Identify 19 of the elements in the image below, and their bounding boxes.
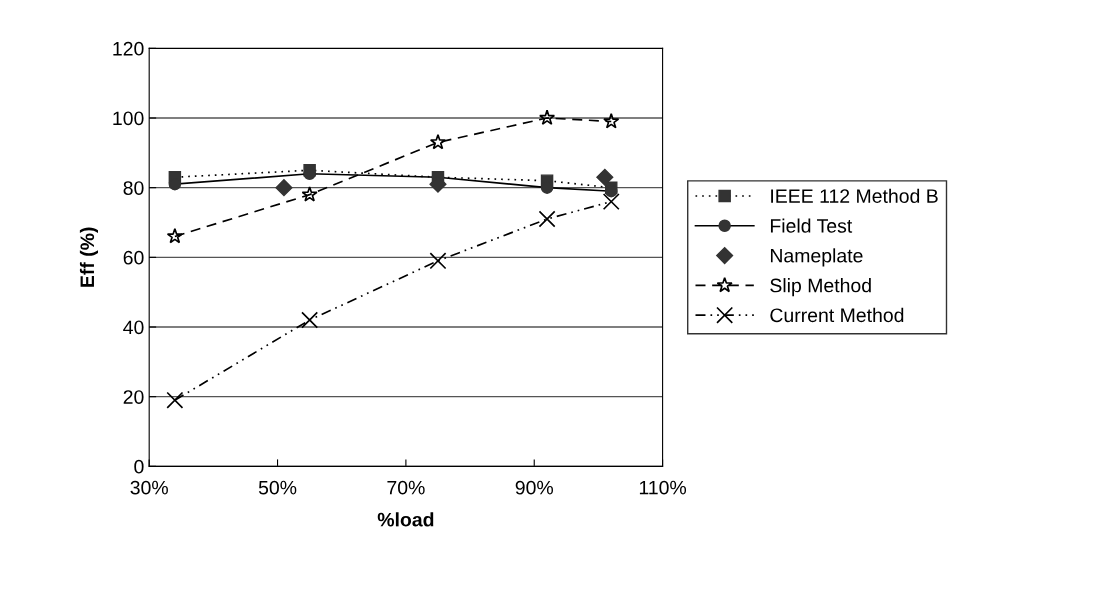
legend-label: Nameplate bbox=[770, 248, 863, 267]
x-tick-label: 30% bbox=[130, 480, 168, 495]
x-axis-title: %load bbox=[377, 512, 434, 527]
y-tick-label: 80 bbox=[123, 181, 144, 195]
y-axis-title: Eff (%) bbox=[79, 227, 98, 287]
y-tick-label: 100 bbox=[113, 111, 144, 126]
x-tick-label: 110% bbox=[639, 480, 687, 495]
legend-label: Field Test bbox=[770, 218, 853, 233]
y-tick-label: 60 bbox=[123, 250, 144, 265]
y-tick-label: 0 bbox=[134, 459, 144, 474]
x-tick-label: 90% bbox=[515, 480, 554, 495]
y-tick-label: 120 bbox=[113, 41, 144, 56]
x-tick-label: 50% bbox=[258, 480, 297, 495]
y-tick-label: 40 bbox=[123, 320, 144, 335]
x-tick-label: 70% bbox=[387, 480, 425, 495]
y-tick-label: 20 bbox=[123, 390, 144, 404]
legend-label: IEEE 112 Method B bbox=[771, 188, 938, 203]
legend-label: Slip Method bbox=[770, 278, 871, 297]
legend-label: Current Method bbox=[770, 307, 904, 323]
